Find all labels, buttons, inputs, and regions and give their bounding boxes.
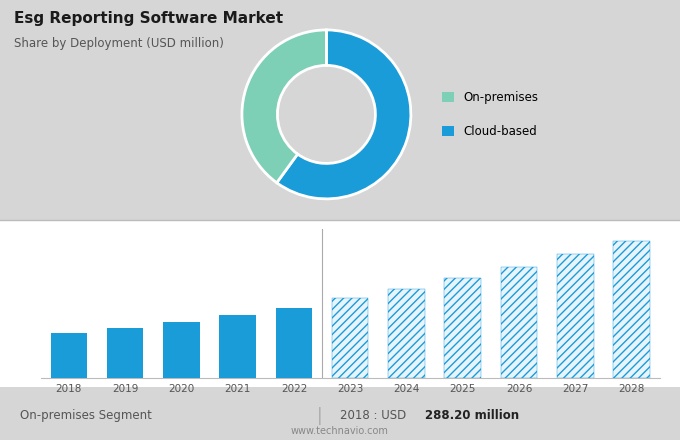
Bar bbox=[445, 278, 481, 378]
Bar bbox=[388, 289, 425, 378]
Bar bbox=[50, 333, 87, 378]
Bar bbox=[613, 242, 650, 378]
Text: www.technavio.com: www.technavio.com bbox=[291, 425, 389, 436]
Wedge shape bbox=[242, 30, 326, 183]
Text: On-premises Segment: On-premises Segment bbox=[20, 409, 152, 422]
Legend: On-premises, Cloud-based: On-premises, Cloud-based bbox=[442, 91, 539, 138]
Bar bbox=[275, 308, 312, 378]
Text: Esg Reporting Software Market: Esg Reporting Software Market bbox=[14, 11, 283, 26]
Bar bbox=[107, 328, 143, 378]
Text: 288.20 million: 288.20 million bbox=[425, 409, 519, 422]
Bar bbox=[557, 254, 594, 378]
Text: |: | bbox=[317, 407, 322, 425]
Bar bbox=[163, 323, 200, 378]
Wedge shape bbox=[277, 30, 411, 199]
Bar bbox=[500, 267, 537, 378]
Bar bbox=[332, 298, 369, 378]
Text: 2018 : USD: 2018 : USD bbox=[340, 409, 410, 422]
Bar bbox=[220, 315, 256, 378]
Text: Share by Deployment (USD million): Share by Deployment (USD million) bbox=[14, 37, 224, 51]
